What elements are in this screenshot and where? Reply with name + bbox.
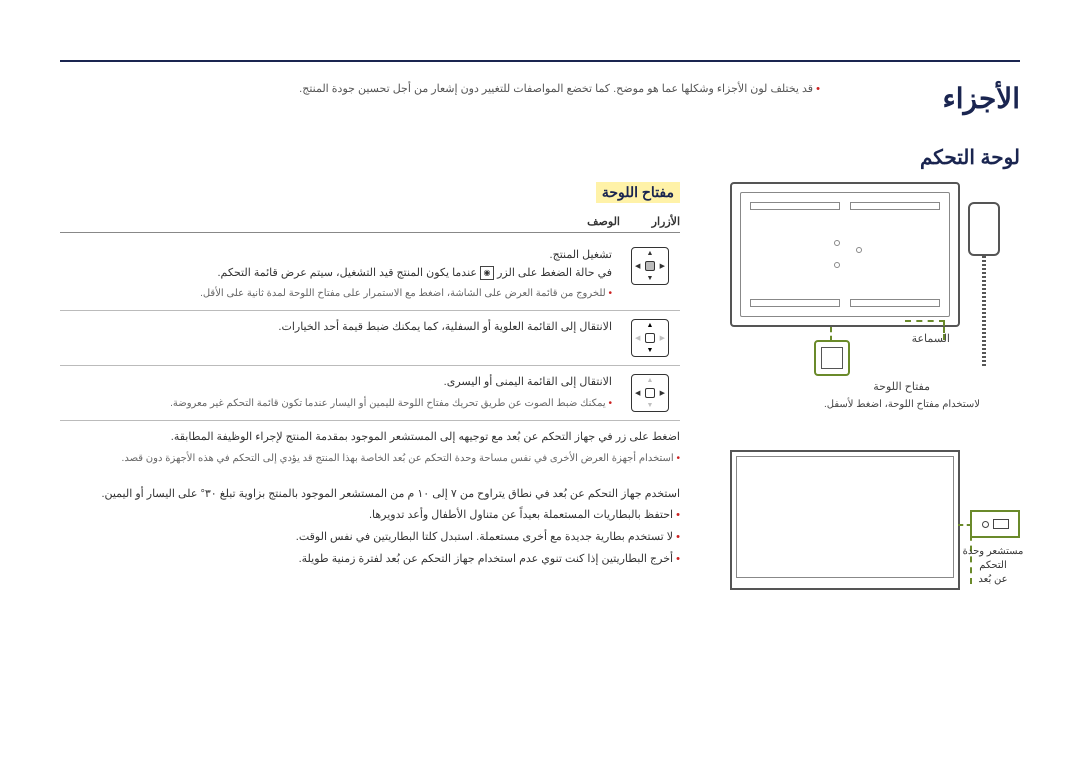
nav-pad-icon: ▲▼ ◀▶ [631, 247, 669, 285]
panel-key-callout [814, 340, 850, 376]
intro-text: قد يختلف لون الأجزاء وشكلها عما هو موضح.… [299, 83, 813, 95]
table-row: ▲▼ ◀▶ تشغيل المنتج. في حالة الضغط على ال… [60, 239, 680, 311]
device-back-diagram: السماعة [720, 182, 1020, 372]
row4-sub: • استخدام أجهزة العرض الأخرى في نفس مساح… [60, 451, 680, 467]
row1-sub: • للخروج من قائمة العرض على الشاشة، اضغط… [60, 286, 612, 302]
nav-pad-icon: ▲▼ ◀▶ [631, 319, 669, 357]
title-column: الأجزاء لوحة التحكم [850, 82, 1020, 182]
nav-pad-icon: ▲▼ ◀▶ [631, 374, 669, 412]
intro-note: • قد يختلف لون الأجزاء وشكلها عما هو موض… [60, 82, 820, 95]
row1-desc: تشغيل المنتج. [60, 247, 612, 265]
usage-line1: استخدم جهاز التحكم عن بُعد في نطاق يتراو… [60, 485, 680, 504]
row1-desc2: في حالة الضغط على الزر ◉ عندما يكون المن… [60, 265, 612, 283]
row2-desc: الانتقال إلى القائمة العلوية أو السفلية،… [60, 319, 612, 337]
text-column: مفتاح اللوحة الأزرار الوصف ▲▼ ◀▶ تشغيل ا… [60, 182, 680, 620]
table-row: ▲▼ ◀▶ الانتقال إلى القائمة اليمنى أو الي… [60, 366, 680, 421]
use-hint: لاستخدام مفتاح اللوحة، اضغط لأسفل. [710, 399, 980, 410]
row3-sub: • يمكنك ضبط الصوت عن طريق تحريك مفتاح ال… [60, 396, 612, 412]
sensor-diagram: مستشعر وحدة التحكم عن بُعد [720, 450, 1020, 620]
th-desc: الوصف [60, 215, 620, 228]
table-row: ▲▼ ◀▶ الانتقال إلى القائمة العلوية أو ال… [60, 311, 680, 366]
speaker-label: السماعة [912, 332, 950, 345]
usage-notes: استخدم جهاز التحكم عن بُعد في نطاق يتراو… [60, 485, 680, 569]
center-button-icon: ◉ [480, 266, 494, 280]
table-header: الأزرار الوصف [60, 215, 680, 233]
sensor-callout [970, 510, 1020, 538]
diagram-column: السماعة مفتاح اللوحة لاستخدام مفتاح اللو… [710, 182, 1020, 620]
panel-key-heading: مفتاح اللوحة [596, 182, 680, 203]
usage-b3: • أخرج البطاريتين إذا كنت تنوي عدم استخد… [60, 550, 680, 569]
usage-b2: • لا تستخدم بطارية جديدة مع أخرى مستعملة… [60, 528, 680, 547]
row3-desc: الانتقال إلى القائمة اليمنى أو اليسرى. [60, 374, 612, 392]
row4-desc: اضغط على زر في جهاز التحكم عن بُعد مع تو… [60, 429, 680, 447]
usage-b1: • احتفظ بالبطاريات المستعملة بعيداً عن م… [60, 506, 680, 525]
panel-key-label: مفتاح اللوحة [873, 380, 930, 393]
main-title: الأجزاء [850, 82, 1020, 115]
table-row: اضغط على زر في جهاز التحكم عن بُعد مع تو… [60, 421, 680, 475]
subtitle: لوحة التحكم [850, 145, 1020, 170]
th-buttons: الأزرار [620, 215, 680, 228]
sensor-label: مستشعر وحدة التحكم عن بُعد [958, 545, 1028, 587]
